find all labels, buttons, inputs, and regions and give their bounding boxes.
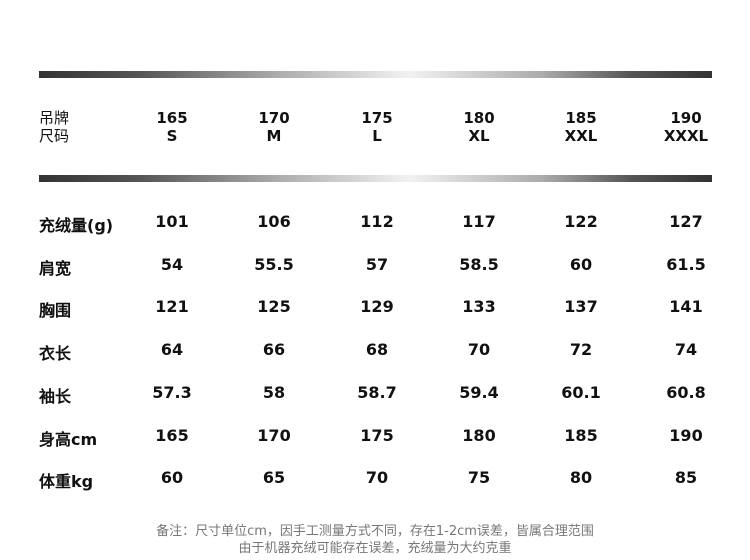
table-row: 身高cm 165 170 175 180 185 190: [0, 426, 750, 450]
table-cell: 55.5: [254, 255, 294, 274]
table-cell: 60: [160, 468, 184, 487]
size-column-header: 175 L: [332, 109, 422, 145]
bottom-divider-bar: [39, 175, 712, 182]
header-label-size: 尺码: [39, 127, 70, 145]
table-cell: 59.4: [459, 383, 499, 402]
table-cell: 64: [160, 340, 184, 359]
table-cell: 60: [569, 255, 593, 274]
table-cell: 133: [462, 297, 496, 316]
size-header-row: 吊牌 尺码 165 S 170 M 175 L 180 XL 185 XXL 190 XXXL: [0, 109, 750, 149]
table-cell: 180: [462, 426, 496, 445]
table-cell: 70: [365, 468, 389, 487]
table-cell: 185: [564, 426, 598, 445]
table-row: 衣长 64 66 68 70 72 74: [0, 340, 750, 364]
table-cell: 121: [155, 297, 189, 316]
size-code: M: [266, 127, 282, 145]
row-label: 身高cm: [39, 430, 98, 449]
table-cell: 106: [257, 212, 291, 231]
table-cell: 190: [669, 426, 703, 445]
table-cell: 175: [360, 426, 394, 445]
table-cell: 58: [262, 383, 286, 402]
table-cell: 141: [669, 297, 703, 316]
table-cell: 137: [564, 297, 598, 316]
size-column-header: 180 XL: [434, 109, 524, 145]
header-label-tag: 吊牌: [39, 109, 70, 127]
note-line-2: 由于机器充绒可能存在误差，充绒量为大约克重: [238, 541, 512, 556]
table-cell: 54: [160, 255, 184, 274]
row-label: 袖长: [39, 387, 72, 406]
table-cell: 129: [360, 297, 394, 316]
row-label: 衣长: [39, 344, 72, 363]
row-label: 胸围: [39, 301, 72, 320]
size-code: XXL: [564, 127, 598, 145]
table-cell: 165: [155, 426, 189, 445]
table-cell: 72: [569, 340, 593, 359]
table-row: 肩宽 54 55.5 57 58.5 60 61.5: [0, 255, 750, 279]
table-row: 充绒量(g) 101 106 112 117 122 127: [0, 212, 750, 236]
tag-number: 175: [361, 109, 393, 127]
table-cell: 117: [462, 212, 496, 231]
size-code: XXXL: [663, 127, 709, 145]
table-cell: 57.3: [152, 383, 192, 402]
size-column-header: 170 M: [229, 109, 319, 145]
table-cell: 70: [467, 340, 491, 359]
table-cell: 58.7: [357, 383, 397, 402]
tag-number: 165: [156, 109, 188, 127]
tag-number: 180: [463, 109, 495, 127]
size-column-header: 185 XXL: [536, 109, 626, 145]
table-cell: 75: [467, 468, 491, 487]
table-cell: 127: [669, 212, 703, 231]
table-cell: 80: [569, 468, 593, 487]
top-divider-bar: [39, 71, 712, 78]
table-cell: 170: [257, 426, 291, 445]
tag-number: 190: [670, 109, 702, 127]
table-cell: 57: [365, 255, 389, 274]
table-row: 袖长 57.3 58 58.7 59.4 60.1 60.8: [0, 383, 750, 407]
table-row: 体重kg 60 65 70 75 80 85: [0, 468, 750, 492]
table-cell: 125: [257, 297, 291, 316]
size-column-header: 190 XXXL: [641, 109, 731, 145]
row-label: 体重kg: [39, 472, 94, 491]
table-cell: 61.5: [666, 255, 706, 274]
table-cell: 112: [360, 212, 394, 231]
table-cell: 60.1: [561, 383, 601, 402]
row-label: 肩宽: [39, 259, 72, 278]
table-cell: 74: [674, 340, 698, 359]
row-label: 充绒量(g): [39, 216, 114, 235]
table-cell: 101: [155, 212, 189, 231]
size-code: S: [166, 127, 178, 145]
size-column-header: 165 S: [127, 109, 217, 145]
table-cell: 58.5: [459, 255, 499, 274]
table-cell: 65: [262, 468, 286, 487]
table-cell: 85: [674, 468, 698, 487]
tag-number: 170: [258, 109, 290, 127]
size-code: L: [372, 127, 382, 145]
size-code: XL: [468, 127, 490, 145]
table-cell: 66: [262, 340, 286, 359]
table-cell: 60.8: [666, 383, 706, 402]
table-cell: 68: [365, 340, 389, 359]
header-label: 吊牌 尺码: [39, 109, 69, 145]
note-line-1: 备注：尺寸单位cm，因手工测量方式不同，存在1-2cm误差，皆属合理范围: [156, 524, 594, 539]
table-row: 胸围 121 125 129 133 137 141: [0, 297, 750, 321]
tag-number: 185: [565, 109, 597, 127]
table-cell: 122: [564, 212, 598, 231]
